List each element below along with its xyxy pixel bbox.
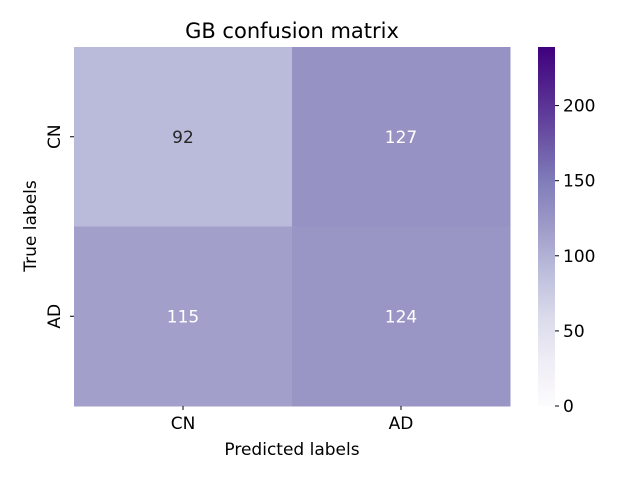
heatmap-cell [292,47,511,227]
y-axis-label: True labels [21,180,41,273]
cell-value-label: 124 [385,307,417,327]
y-axis-ticks: CN AD [45,124,74,329]
y-tick-label: CN [45,124,65,149]
colorbar-tick-label: 200 [563,97,595,117]
colorbar-tick-label: 100 [563,247,595,267]
heatmap-cells [74,47,511,407]
colorbar-tick-label: 150 [563,172,595,192]
cell-value-label: 115 [167,307,199,327]
heatmap-cell [292,226,511,407]
colorbar-tick-label: 50 [563,322,585,342]
chart-title: GB confusion matrix [185,19,399,43]
x-axis-ticks: CN AD [171,406,414,434]
heatmap-cell [74,47,293,227]
heatmap-cell [74,226,293,407]
x-tick-label: CN [171,414,196,434]
colorbar-ticks: 0 50 100 150 200 [555,97,595,417]
heatmap-cell-labels: 92 127 115 124 [167,128,417,328]
colorbar-tick-label: 0 [563,397,574,417]
colorbar [538,47,555,406]
cell-value-label: 92 [172,128,194,148]
y-tick-label: AD [45,304,65,329]
x-axis-label: Predicted labels [224,440,359,460]
cell-value-label: 127 [385,128,417,148]
x-tick-label: AD [389,414,414,434]
